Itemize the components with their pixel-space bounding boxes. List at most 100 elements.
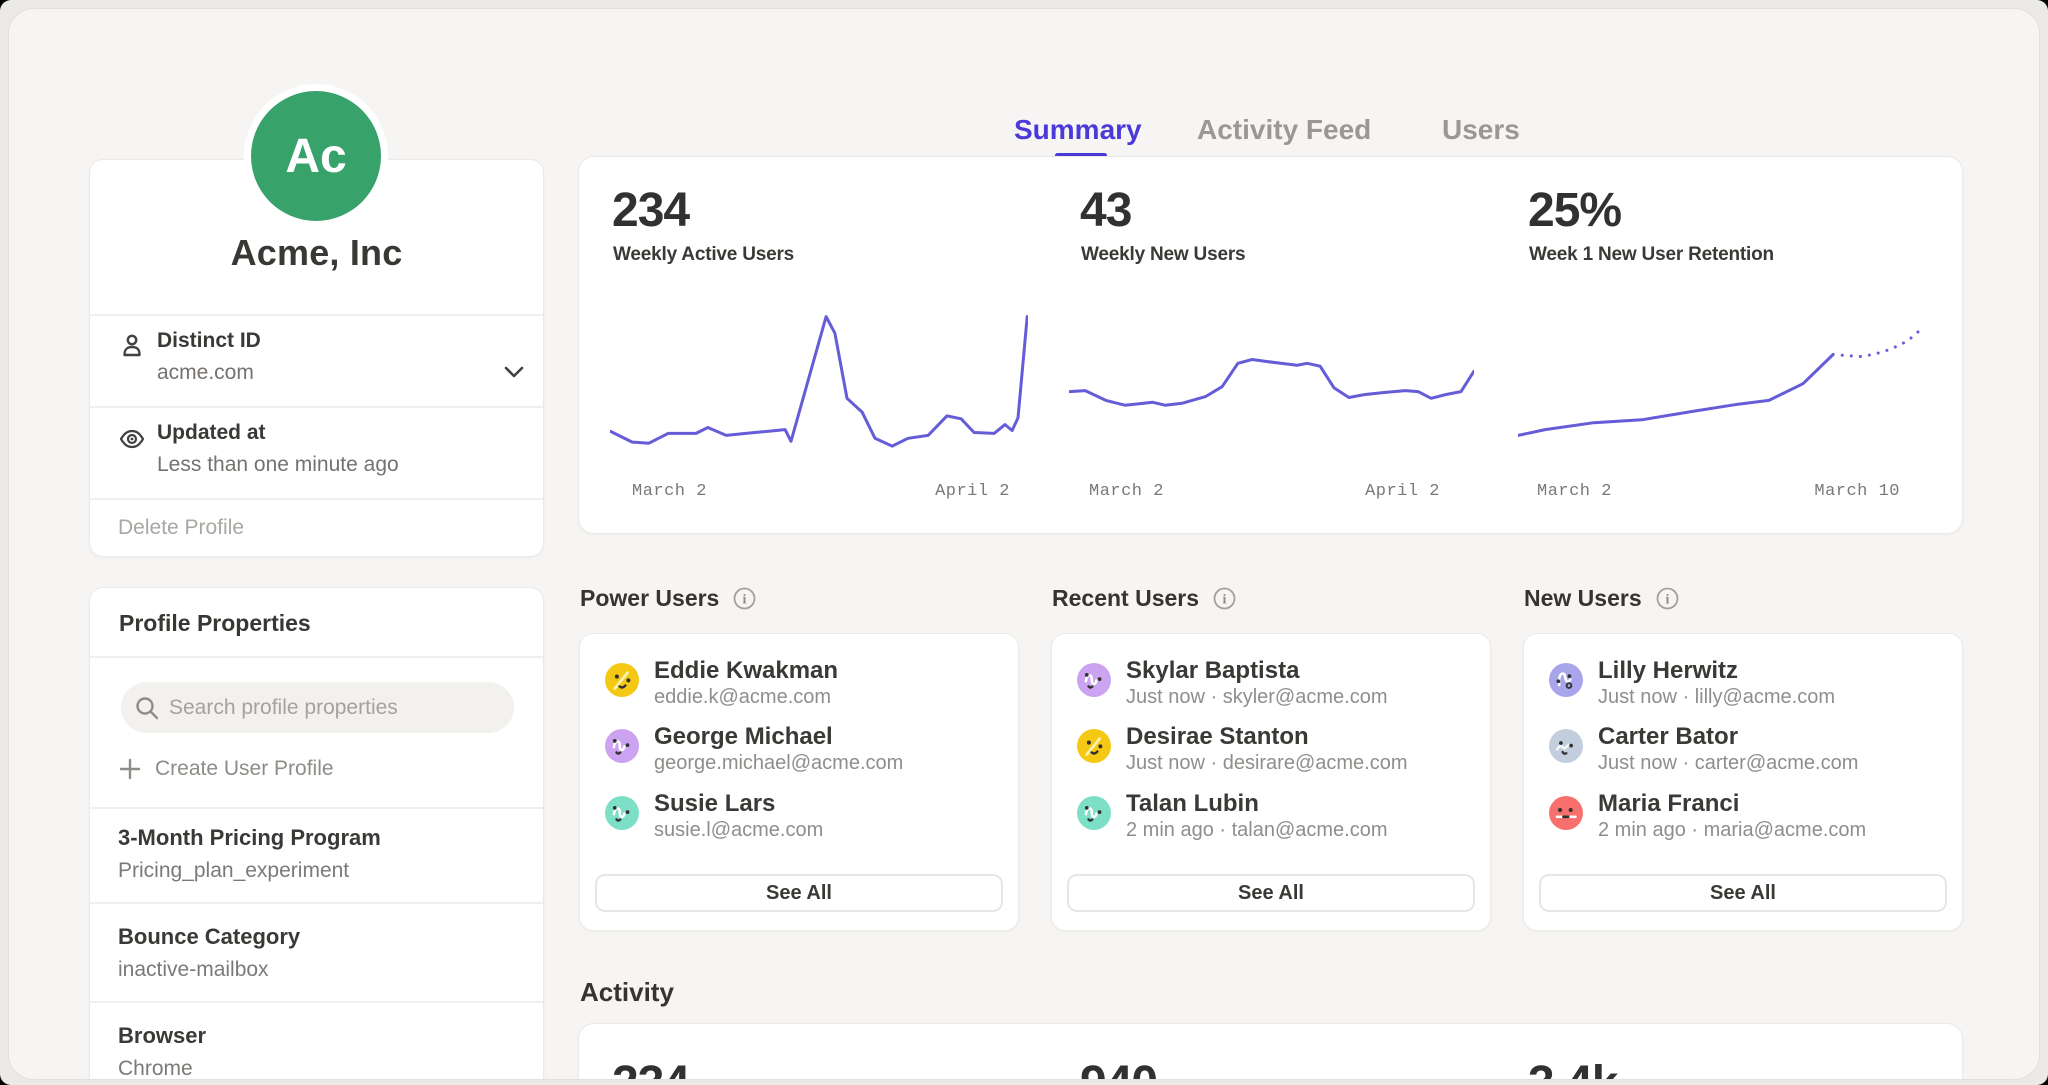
power-users-header: Power Users i <box>580 585 756 612</box>
x-tick: April 2 <box>1365 482 1440 501</box>
user-subtext: eddie.k@acme.com <box>654 686 832 708</box>
app-container: Ac Acme, Inc Distinct ID acme.com Update… <box>8 8 2040 1080</box>
activity-stat-value: 940 <box>1080 1057 1158 1079</box>
user-avatar-squiggle-face-icon <box>1077 663 1111 697</box>
updated-at-value: Less than one minute ago <box>157 453 399 476</box>
weekly-new-users-label: Weekly New Users <box>1081 244 1246 265</box>
user-list-item[interactable]: Maria Franci 2 min ago · maria@acme.com <box>1549 789 1939 851</box>
tab-summary[interactable]: Summary <box>1014 114 1142 145</box>
user-subtext: george.michael@acme.com <box>654 752 904 774</box>
delete-profile-button[interactable]: Delete Profile <box>118 516 245 539</box>
company-avatar-initials: Ac <box>285 129 347 183</box>
active-tab-underline <box>1055 153 1107 158</box>
activity-stat-value: 3.4k <box>1528 1057 1618 1079</box>
updated-at-label: Updated at <box>157 421 266 444</box>
company-name: Acme, Inc <box>230 232 403 273</box>
week1-retention-chart <box>1518 325 1924 437</box>
user-subtext: 2 min ago · talan@acme.com <box>1126 819 1388 841</box>
chevron-down-icon[interactable] <box>503 364 525 380</box>
tab-activity-feed[interactable]: Activity Feed <box>1197 114 1372 145</box>
property-label: Browser <box>118 1023 207 1048</box>
plus-icon <box>119 758 141 780</box>
weekly-active-users-value: 234 <box>612 184 690 237</box>
user-name: Susie Lars <box>654 790 776 817</box>
property-value: Pricing_plan_experiment <box>118 859 350 882</box>
user-list-item[interactable]: Talan Lubin 2 min ago · talan@acme.com <box>1077 789 1467 851</box>
recent-users-card: Skylar Baptista Just now · skyler@acme.co… <box>1051 633 1491 931</box>
new-users-header: New Users i <box>1524 585 1679 612</box>
create-user-profile-button[interactable]: Create User Profile <box>118 754 334 784</box>
new-users-card: Lilly Herwitz Just now · lilly@acme.com Ca… <box>1523 633 1963 931</box>
svg-text:i: i <box>1665 593 1669 608</box>
x-tick: March 2 <box>1537 482 1612 501</box>
user-name: Eddie Kwakman <box>654 657 839 684</box>
distinct-id-value: acme.com <box>157 361 254 384</box>
recent-users-header: Recent Users i <box>1052 585 1236 612</box>
info-icon[interactable]: i <box>1656 587 1679 610</box>
user-list-item[interactable]: Desirae Stanton Just now · desirare@acme.… <box>1077 722 1467 784</box>
user-avatar-slash-face-icon <box>605 663 639 697</box>
divider <box>90 902 543 904</box>
user-subtext: Just now · lilly@acme.com <box>1598 686 1836 708</box>
weekly-active-users-label: Weekly Active Users <box>613 244 795 265</box>
x-tick: April 2 <box>935 482 1010 501</box>
svg-text:i: i <box>1223 593 1227 608</box>
person-icon <box>123 334 141 357</box>
search-profile-properties-input[interactable] <box>121 682 514 733</box>
week1-retention-label: Week 1 New User Retention <box>1529 244 1774 265</box>
user-list-item[interactable]: George Michael george.michael@acme.com <box>605 722 995 784</box>
profile-properties-card: Profile Properties Create User Profile 3… <box>89 587 544 1080</box>
distinct-id-label: Distinct ID <box>157 329 261 352</box>
x-tick: March 2 <box>1089 482 1164 501</box>
property-label: Bounce Category <box>118 924 301 949</box>
user-avatar-loop-face-icon <box>1549 663 1583 697</box>
user-avatar-squiggle-face-icon <box>1077 796 1111 830</box>
divider <box>90 498 543 500</box>
recent-users-title: Recent Users <box>1052 585 1200 611</box>
property-value: Chrome <box>118 1057 193 1080</box>
user-name: Maria Franci <box>1598 790 1740 817</box>
week1-retention-value: 25% <box>1528 184 1622 237</box>
user-list-item[interactable]: Skylar Baptista Just now · skyler@acme.co… <box>1077 656 1467 718</box>
user-avatar-squiggle-face-icon <box>605 729 639 763</box>
weekly-active-users-chart <box>610 315 1028 448</box>
power-users-card: Eddie Kwakman eddie.k@acme.com George Mich… <box>579 633 1019 931</box>
profile-properties-title: Profile Properties <box>119 610 311 636</box>
user-avatar-dash-face-icon <box>1549 796 1583 830</box>
user-subtext: Just now · skyler@acme.com <box>1126 686 1388 708</box>
user-subtext: Just now · desirare@acme.com <box>1126 752 1408 774</box>
user-name: Talan Lubin <box>1126 790 1259 817</box>
see-all-button[interactable]: See All <box>1067 874 1475 912</box>
see-all-button[interactable]: See All <box>595 874 1003 912</box>
activity-stat-value: 234 <box>612 1057 690 1079</box>
company-avatar: Ac <box>251 91 381 221</box>
user-list-item[interactable]: Eddie Kwakman eddie.k@acme.com <box>605 656 995 718</box>
user-avatar-wave-face-icon <box>1549 729 1583 763</box>
property-label: 3-Month Pricing Program <box>118 825 381 850</box>
user-name: Carter Bator <box>1598 723 1739 750</box>
user-subtext: susie.l@acme.com <box>654 819 824 841</box>
new-users-title: New Users <box>1524 585 1642 611</box>
user-list-item[interactable]: Susie Lars susie.l@acme.com <box>605 789 995 851</box>
create-user-profile-label: Create User Profile <box>155 757 334 780</box>
user-list-item[interactable]: Carter Bator Just now · carter@acme.com <box>1549 722 1939 784</box>
svg-text:i: i <box>743 593 747 608</box>
activity-section-title: Activity <box>580 977 674 1007</box>
user-avatar-squiggle-face-icon <box>605 796 639 830</box>
user-subtext: 2 min ago · maria@acme.com <box>1598 819 1867 841</box>
power-users-title: Power Users <box>580 585 720 611</box>
info-icon[interactable]: i <box>1213 587 1236 610</box>
tab-users[interactable]: Users <box>1442 114 1520 145</box>
divider <box>90 314 543 316</box>
company-profile-card: Acme, Inc Distinct ID acme.com Updated a… <box>89 159 544 557</box>
summary-stats-card: 234 Weekly Active Users March 2 April 2 … <box>578 156 1963 534</box>
info-icon[interactable]: i <box>733 587 756 610</box>
x-tick: March 2 <box>632 482 707 501</box>
see-all-button[interactable]: See All <box>1539 874 1947 912</box>
user-avatar-slash-face-icon <box>1077 729 1111 763</box>
property-value: inactive-mailbox <box>118 958 269 981</box>
divider <box>90 406 543 408</box>
user-list-item[interactable]: Lilly Herwitz Just now · lilly@acme.com <box>1549 656 1939 718</box>
weekly-new-users-value: 43 <box>1080 184 1132 237</box>
